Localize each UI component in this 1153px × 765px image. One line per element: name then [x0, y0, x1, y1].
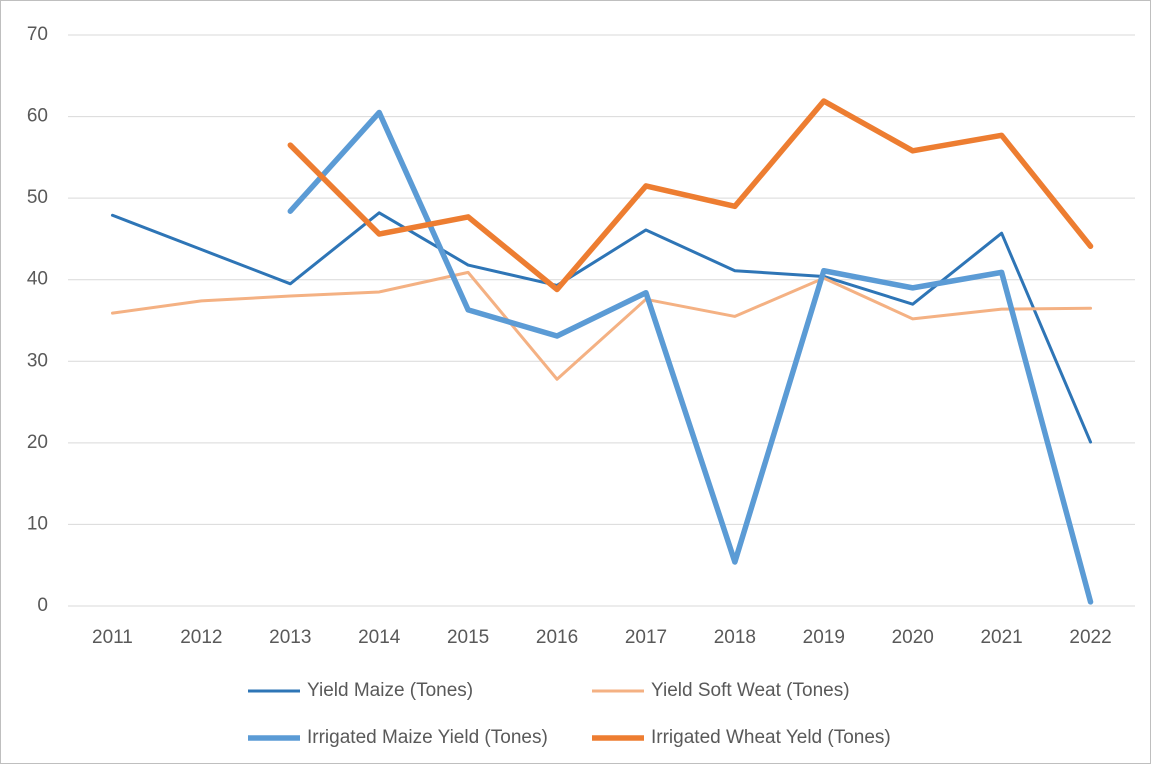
series-line [287, 109, 1094, 605]
series-line [287, 98, 1094, 293]
y-tick-label: 0 [37, 595, 48, 616]
x-tick-label: 2022 [1069, 627, 1111, 648]
y-tick-label: 40 [27, 269, 48, 290]
x-tick-label: 2015 [447, 627, 489, 648]
series-line [110, 211, 1093, 444]
legend-label: Yield Maize (Tones) [307, 680, 473, 701]
x-tick-label: 2020 [892, 627, 934, 648]
x-tick-label: 2013 [269, 627, 311, 648]
legend-label: Yield Soft Weat (Tones) [651, 680, 850, 701]
x-tick-label: 2018 [714, 627, 756, 648]
x-tick-label: 2021 [980, 627, 1022, 648]
x-tick-label: 2012 [180, 627, 222, 648]
series-line [110, 270, 1093, 381]
x-tick-label: 2019 [803, 627, 845, 648]
x-tick-label: 2016 [536, 627, 578, 648]
y-tick-label: 50 [27, 187, 48, 208]
x-tick-label: 2017 [625, 627, 667, 648]
x-tick-label: 2011 [92, 627, 133, 648]
y-tick-label: 10 [27, 513, 48, 534]
x-tick-label: 2014 [358, 627, 401, 648]
y-tick-label: 70 [27, 24, 48, 45]
y-tick-label: 30 [27, 350, 48, 371]
legend-label: Irrigated Maize Yield (Tones) [307, 727, 548, 748]
y-tick-label: 20 [27, 432, 48, 453]
y-tick-label: 60 [27, 106, 48, 127]
legend-label: Irrigated Wheat Yeld (Tones) [651, 727, 891, 748]
